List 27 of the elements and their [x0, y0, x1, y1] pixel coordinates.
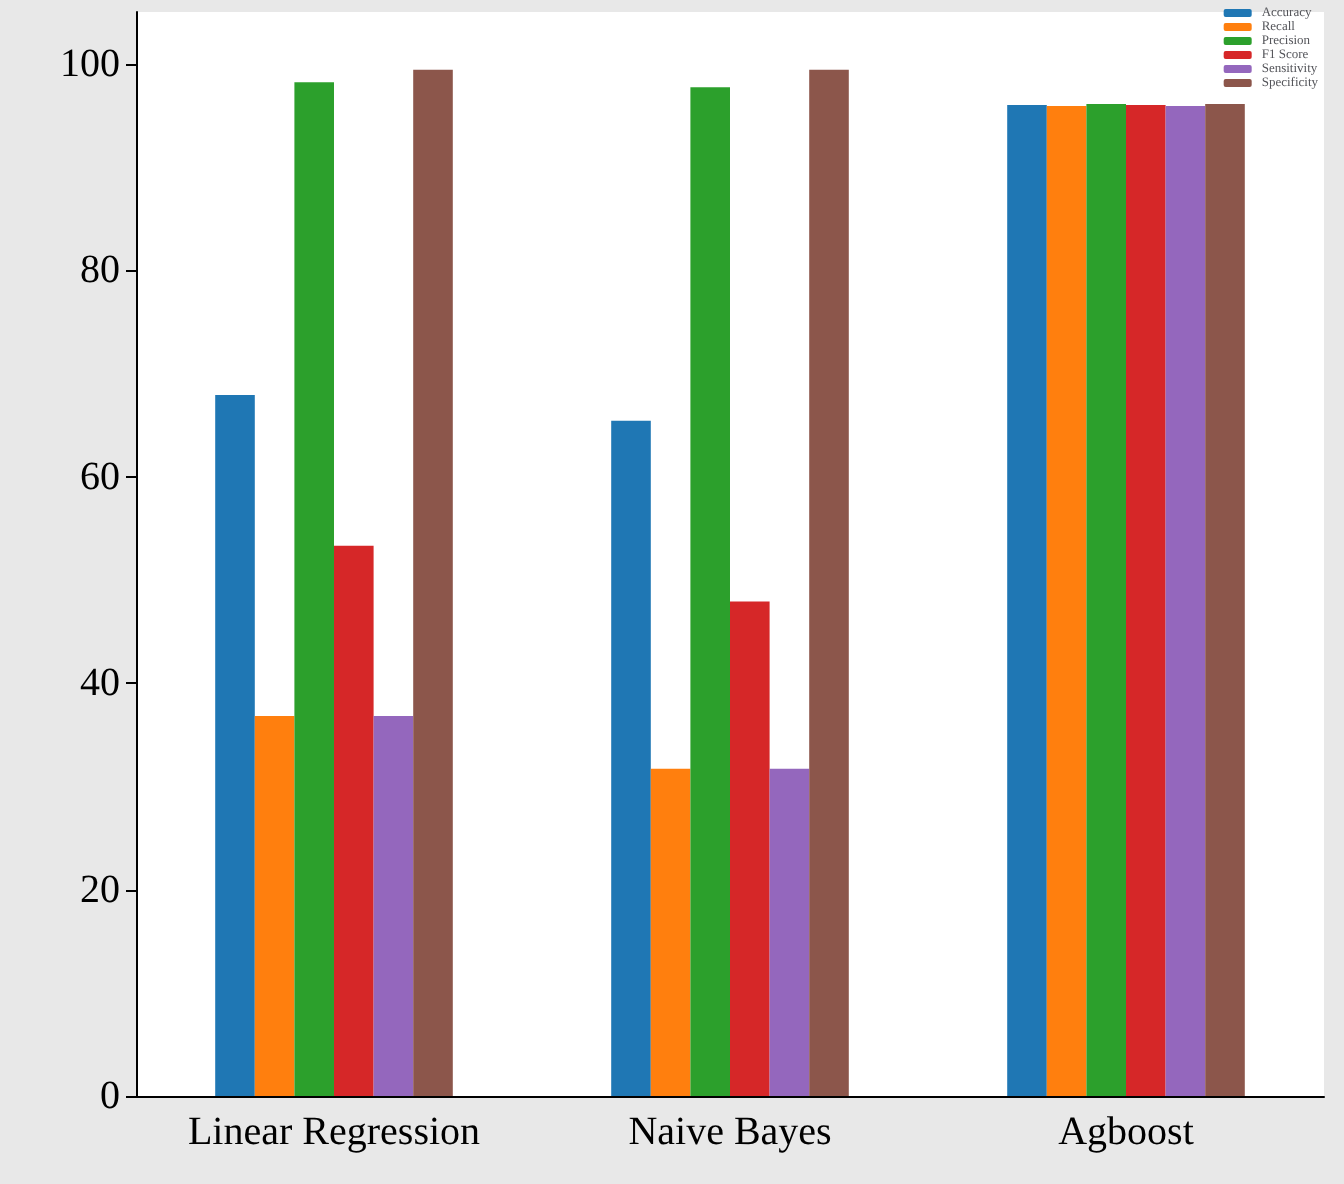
bar	[373, 716, 414, 1096]
bar	[1007, 104, 1047, 1096]
y-tick-label: 100	[60, 41, 120, 86]
bar	[294, 82, 334, 1096]
bar	[730, 601, 770, 1096]
bar	[334, 545, 374, 1096]
y-tick-label: 40	[80, 661, 120, 706]
bar	[1205, 103, 1245, 1096]
x-tick-label: Agboost	[1058, 1110, 1195, 1154]
bar	[1086, 103, 1126, 1096]
x-tick-label: Linear Regression	[187, 1110, 481, 1154]
bar	[690, 87, 730, 1096]
bar	[809, 69, 849, 1096]
bar	[1126, 104, 1166, 1096]
bar	[769, 768, 810, 1096]
x-tick-label: Naive Bayes	[628, 1110, 833, 1154]
bar	[215, 395, 255, 1096]
bar	[611, 420, 651, 1096]
bar	[413, 69, 453, 1096]
y-tick-label: 80	[80, 248, 120, 293]
bar	[1165, 105, 1206, 1096]
bar	[254, 716, 295, 1096]
y-tick-label: 20	[80, 867, 120, 912]
y-tick-label: 60	[80, 454, 120, 499]
bar	[1046, 105, 1087, 1096]
y-tick-label: 0	[100, 1074, 120, 1118]
bar	[650, 768, 691, 1096]
